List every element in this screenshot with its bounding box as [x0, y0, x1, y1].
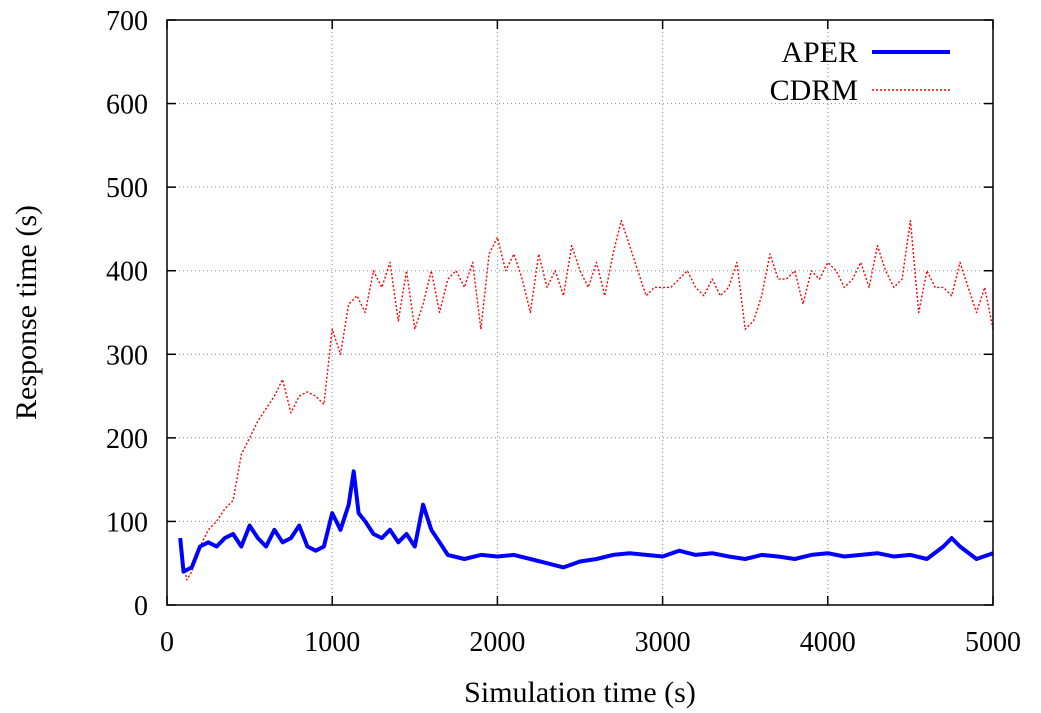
legend-label-cdrm: CDRM [770, 74, 858, 107]
x-tick-label: 2000 [469, 627, 525, 658]
x-axis-label: Simulation time (s) [464, 676, 696, 709]
series-layer [178, 219, 994, 581]
grid-lines [167, 20, 993, 605]
y-tick-label: 600 [106, 90, 148, 121]
y-tick-label: 400 [106, 257, 148, 288]
x-tick-labels: 0 1000 2000 3000 4000 5000 [160, 627, 1021, 658]
y-tick-label: 100 [106, 507, 148, 538]
x-tick-label: 3000 [635, 627, 691, 658]
y-tick-label: 300 [106, 340, 148, 371]
x-tick-label: 4000 [800, 627, 856, 658]
y-tick-label: 500 [106, 173, 148, 204]
y-axis-label: Response time (s) [10, 205, 43, 420]
plot-frame [166, 19, 994, 606]
x-tick-label: 0 [160, 627, 174, 658]
y-tick-label: 200 [106, 424, 148, 455]
x-tick-label: 1000 [304, 627, 360, 658]
x-tick-label: 5000 [965, 627, 1021, 658]
legend: APER CDRM [770, 36, 950, 107]
series-line-cdrm [182, 219, 994, 581]
y-tick-label: 700 [106, 6, 148, 37]
legend-label-aper: APER [781, 36, 858, 69]
series-line-aper [178, 469, 994, 574]
y-tick-labels: 0 100 200 300 400 500 600 700 [106, 6, 148, 622]
tick-marks [166, 19, 994, 606]
y-tick-label: 0 [134, 591, 148, 622]
